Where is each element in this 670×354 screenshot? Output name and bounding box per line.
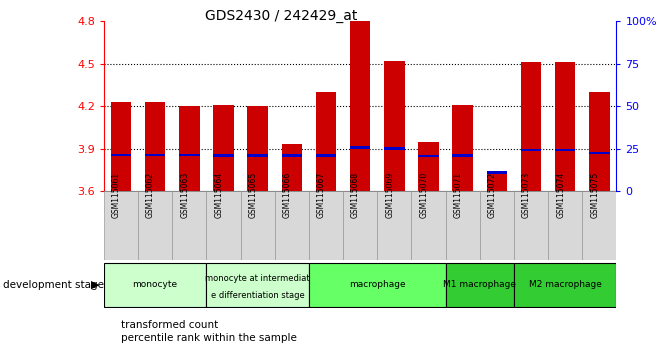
Bar	[514, 191, 548, 260]
Bar	[241, 191, 275, 260]
Bar	[514, 263, 616, 307]
Bar	[555, 62, 576, 191]
Bar	[480, 191, 514, 260]
Bar	[446, 191, 480, 260]
Text: GSM115074: GSM115074	[556, 171, 565, 218]
Text: transformed count: transformed count	[121, 320, 218, 330]
Text: ▶: ▶	[90, 280, 99, 290]
Bar	[589, 152, 610, 154]
Bar	[309, 191, 343, 260]
Text: M2 macrophage: M2 macrophage	[529, 280, 602, 290]
Text: percentile rank within the sample: percentile rank within the sample	[121, 333, 297, 343]
Bar	[275, 191, 309, 260]
Bar	[213, 154, 234, 157]
Text: GSM115061: GSM115061	[112, 172, 121, 218]
Text: macrophage: macrophage	[349, 280, 405, 290]
Bar	[452, 154, 473, 156]
Bar	[582, 191, 616, 260]
Text: development stage: development stage	[3, 280, 105, 290]
Bar	[179, 106, 200, 191]
Bar	[104, 191, 138, 260]
Text: GSM115071: GSM115071	[454, 172, 462, 218]
Text: GSM115068: GSM115068	[351, 172, 360, 218]
Bar	[521, 62, 541, 191]
Bar	[486, 171, 507, 191]
Text: GDS2430 / 242429_at: GDS2430 / 242429_at	[205, 9, 358, 23]
Bar	[377, 191, 411, 260]
Bar	[343, 191, 377, 260]
Bar	[521, 149, 541, 152]
Bar	[418, 155, 439, 158]
Bar	[206, 263, 309, 307]
Bar	[206, 191, 241, 260]
Text: GSM115066: GSM115066	[283, 171, 291, 218]
Text: GSM115070: GSM115070	[419, 171, 429, 218]
Text: GSM115063: GSM115063	[180, 171, 189, 218]
Bar	[418, 142, 439, 191]
Bar	[145, 154, 165, 156]
Text: monocyte at intermediat: monocyte at intermediat	[205, 274, 310, 282]
Text: e differentiation stage: e differentiation stage	[211, 291, 304, 299]
Bar	[486, 171, 507, 174]
Bar	[179, 154, 200, 156]
Bar	[111, 102, 131, 191]
Text: GSM115072: GSM115072	[488, 172, 496, 218]
Bar	[111, 154, 131, 156]
Bar	[281, 144, 302, 191]
Bar	[411, 191, 446, 260]
Text: GSM115073: GSM115073	[522, 171, 531, 218]
Text: GSM115069: GSM115069	[385, 171, 394, 218]
Text: GSM115064: GSM115064	[214, 171, 224, 218]
Bar	[555, 149, 576, 152]
Bar	[589, 92, 610, 191]
Bar	[172, 191, 206, 260]
Bar	[138, 191, 172, 260]
Text: GSM115067: GSM115067	[317, 171, 326, 218]
Bar	[104, 263, 206, 307]
Text: GSM115065: GSM115065	[249, 171, 257, 218]
Bar	[309, 263, 446, 307]
Bar	[384, 61, 405, 191]
Bar	[446, 263, 514, 307]
Bar	[316, 92, 336, 191]
Text: monocyte: monocyte	[133, 280, 178, 290]
Bar	[384, 147, 405, 150]
Bar	[145, 102, 165, 191]
Bar	[247, 106, 268, 191]
Bar	[213, 105, 234, 191]
Bar	[281, 154, 302, 157]
Bar	[452, 105, 473, 191]
Bar	[247, 154, 268, 157]
Text: GSM115062: GSM115062	[146, 172, 155, 218]
Text: GSM115075: GSM115075	[590, 171, 599, 218]
Bar	[316, 154, 336, 157]
Text: M1 macrophage: M1 macrophage	[444, 280, 516, 290]
Bar	[350, 146, 371, 149]
Bar	[548, 191, 582, 260]
Bar	[350, 21, 371, 191]
